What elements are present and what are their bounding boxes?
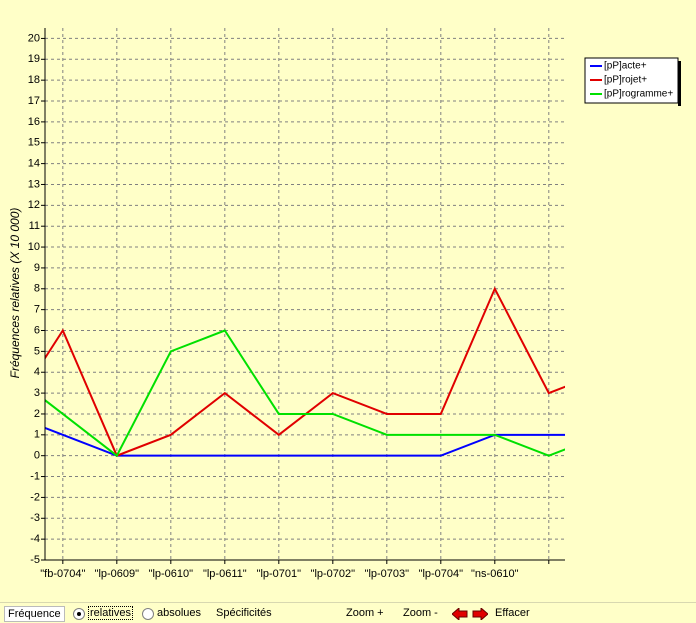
y-tick-label: 4	[34, 366, 40, 378]
legend-label: [pP]acte+	[604, 61, 647, 72]
y-tick-label: 6	[34, 324, 40, 336]
relative-option[interactable]: relatives	[88, 606, 133, 620]
x-tick-label: "fb-0704"	[40, 568, 85, 580]
y-tick-label: 11	[29, 220, 40, 232]
x-tick-label: "lp-0609"	[95, 568, 140, 580]
y-tick-label: 0	[34, 450, 40, 462]
y-tick-label: 15	[28, 137, 40, 149]
y-tick-label: 12	[28, 199, 40, 211]
y-tick-label: 9	[34, 262, 40, 274]
series-line	[45, 329, 565, 458]
y-tick-label: 1	[34, 429, 40, 441]
x-tick-label: "lp-0704"	[419, 568, 464, 580]
y-tick-label: 17	[28, 95, 40, 107]
zoom-in-button[interactable]: Zoom +	[346, 607, 384, 619]
x-tick-label: "ns-0610"	[471, 568, 519, 580]
y-tick-label: 13	[28, 178, 40, 190]
chart: Fréquences relatives (X 10 000) -5 -4 -3 -2…	[8, 28, 681, 580]
y-tick-label: -4	[30, 533, 40, 545]
series-line	[45, 426, 565, 457]
y-tick-label: 10	[28, 241, 40, 253]
y-tick-label: 20	[28, 32, 40, 44]
specificities-button[interactable]: Spécificités	[216, 607, 272, 619]
y-tick-label: 19	[28, 53, 40, 65]
y-tick-label: 14	[28, 158, 40, 170]
y-tick-label: -5	[30, 554, 40, 566]
y-tick-label: 3	[34, 387, 40, 399]
x-tick-label: "lp-0701"	[257, 568, 302, 580]
x-tick-label: "lp-0703"	[365, 568, 410, 580]
y-tick-label: -3	[30, 512, 40, 524]
y-axis-label: Fréquences relatives (X 10 000)	[8, 208, 22, 379]
y-tick-label: 18	[28, 74, 40, 86]
legend-label: [pP]rogramme+	[604, 89, 673, 100]
clear-button[interactable]: Effacer	[495, 607, 530, 619]
radio-absolute[interactable]	[142, 608, 154, 620]
toolbar: Fréquence relatives absolues Spécificité…	[0, 602, 696, 623]
y-tick-label: 16	[28, 116, 40, 128]
x-tick-label: "lp-0702"	[311, 568, 356, 580]
x-tick-label: "lp-0611"	[203, 568, 247, 580]
legend-shadow	[678, 61, 681, 106]
y-tick-label: 5	[34, 345, 40, 357]
mode-label: Fréquence	[4, 606, 65, 622]
y-tick-label: 2	[34, 408, 40, 420]
x-tick-label: "lp-0610"	[149, 568, 194, 580]
y-tick-label: 8	[34, 283, 40, 295]
y-tick-label: -2	[30, 491, 40, 503]
radio-relative[interactable]	[73, 608, 85, 620]
scroll-arrows[interactable]	[452, 608, 488, 620]
y-tick-label: 7	[34, 304, 40, 316]
y-tick-label: -1	[30, 470, 40, 482]
zoom-out-button[interactable]: Zoom -	[403, 607, 438, 619]
absolute-option[interactable]: absolues	[157, 607, 202, 619]
legend-label: [pP]rojet+	[604, 75, 647, 86]
